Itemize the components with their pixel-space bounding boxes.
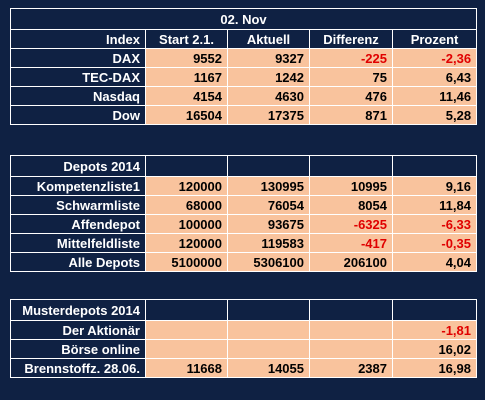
depot-cell-start: 100000 (145, 214, 228, 234)
depots-table-body: Kompetenzliste1 120000 130995 10995 9,16 Schw… (10, 176, 477, 272)
index-cell-prozent: 6,43 (391, 67, 478, 87)
musterdepot-row-name: Brennstoffz. 28.06. (10, 358, 146, 378)
depot-row-name: Schwarmliste (10, 195, 146, 215)
musterdepot-cell-differenz: 2387 (309, 358, 393, 378)
index-cell-differenz: 476 (309, 86, 393, 106)
header-differenz: Differenz (309, 29, 393, 49)
musterdepot-cell-prozent: -1,81 (392, 320, 477, 340)
blank-cell (227, 299, 310, 321)
depot-cell-aktuell: 93675 (227, 214, 310, 234)
musterdepots-table-title: Musterdepots 2014 (10, 299, 146, 321)
index-cell-start: 1167 (145, 67, 228, 87)
header-aktuell: Aktuell (227, 29, 310, 49)
depot-row: Kompetenzliste1 120000 130995 10995 9,16 (10, 176, 477, 196)
musterdepot-row-name: Börse online (10, 339, 146, 359)
blank-cell (392, 299, 477, 321)
blank-cell (309, 299, 393, 321)
musterdepot-cell-differenz (309, 320, 393, 340)
index-cell-aktuell: 1242 (227, 67, 310, 87)
depot-cell-aktuell: 5306100 (227, 252, 310, 272)
depot-row: Schwarmliste 68000 76054 8054 11,84 (10, 195, 477, 215)
index-table-title: 02. Nov (9, 8, 478, 30)
depot-cell-start: 68000 (145, 195, 228, 215)
blank-cell (227, 155, 310, 177)
depot-cell-start: 5100000 (145, 252, 228, 272)
musterdepot-row: Der Aktionär -1,81 (10, 320, 477, 340)
depot-row-name: Alle Depots (10, 252, 146, 272)
depot-row-name: Kompetenzliste1 (10, 176, 146, 196)
depots-table: Depots 2014 Kompetenzliste1 120000 130995 1… (10, 155, 477, 272)
musterdepot-cell-prozent: 16,02 (392, 339, 477, 359)
index-cell-differenz: -225 (309, 48, 393, 68)
musterdepot-row: Brennstoffz. 28.06. 11668 14055 2387 16,98 (10, 358, 477, 378)
blank-cell (145, 155, 228, 177)
index-row-name: DAX (10, 48, 146, 68)
header-start: Start 2.1. (145, 29, 228, 49)
musterdepot-row: Börse online 16,02 (10, 339, 477, 359)
depot-cell-differenz: -6325 (309, 214, 393, 234)
depot-cell-prozent: -0,35 (392, 233, 477, 253)
depot-row-name: Affendepot (10, 214, 146, 234)
depot-cell-aktuell: 119583 (227, 233, 310, 253)
header-prozent: Prozent (391, 29, 478, 49)
header-index: Index (10, 29, 146, 49)
depot-row: Affendepot 100000 93675 -6325 -6,33 (10, 214, 477, 234)
index-row: Dow 16504 17375 871 5,28 (10, 105, 478, 125)
index-cell-start: 16504 (145, 105, 228, 125)
index-cell-aktuell: 17375 (227, 105, 310, 125)
depot-row: Alle Depots 5100000 5306100 206100 4,04 (10, 252, 477, 272)
depot-cell-prozent: 4,04 (392, 252, 477, 272)
index-cell-prozent: -2,36 (391, 48, 478, 68)
index-table-body: DAX 9552 9327 -225 -2,36 TEC-DAX 1167 1242 75 6,4… (10, 48, 478, 125)
index-row-name: Nasdaq (10, 86, 146, 106)
blank-cell (392, 155, 477, 177)
depot-row: Mittelfeldliste 120000 119583 -417 -0,35 (10, 233, 477, 253)
index-table: 02. Nov Index Start 2.1. Aktuell Differe… (9, 8, 478, 125)
depot-cell-differenz: 8054 (309, 195, 393, 215)
index-row-name: TEC-DAX (10, 67, 146, 87)
musterdepot-cell-aktuell (227, 339, 310, 359)
blank-cell (309, 155, 393, 177)
index-cell-start: 9552 (145, 48, 228, 68)
depot-cell-start: 120000 (145, 233, 228, 253)
index-cell-start: 4154 (145, 86, 228, 106)
blank-cell (145, 299, 228, 321)
musterdepots-table-body: Der Aktionär -1,81 Börse online 16,02 Brenns… (10, 320, 477, 378)
depots-table-title: Depots 2014 (10, 155, 146, 177)
musterdepot-cell-start (145, 320, 228, 340)
index-cell-differenz: 75 (309, 67, 393, 87)
depot-cell-start: 120000 (145, 176, 228, 196)
musterdepot-cell-aktuell: 14055 (227, 358, 310, 378)
depot-cell-aktuell: 76054 (227, 195, 310, 215)
musterdepot-cell-aktuell (227, 320, 310, 340)
depot-cell-differenz: -417 (309, 233, 393, 253)
depot-cell-differenz: 10995 (309, 176, 393, 196)
depot-cell-prozent: 9,16 (392, 176, 477, 196)
index-row: TEC-DAX 1167 1242 75 6,43 (10, 67, 478, 87)
index-row: Nasdaq 4154 4630 476 11,46 (10, 86, 478, 106)
index-cell-aktuell: 4630 (227, 86, 310, 106)
musterdepot-cell-differenz (309, 339, 393, 359)
musterdepot-cell-prozent: 16,98 (392, 358, 477, 378)
depot-cell-aktuell: 130995 (227, 176, 310, 196)
index-row-name: Dow (10, 105, 146, 125)
depot-cell-prozent: -6,33 (392, 214, 477, 234)
musterdepots-table: Musterdepots 2014 Der Aktionär -1,81 Börse… (10, 299, 477, 378)
index-cell-differenz: 871 (309, 105, 393, 125)
musterdepot-cell-start (145, 339, 228, 359)
depot-row-name: Mittelfeldliste (10, 233, 146, 253)
musterdepot-cell-start: 11668 (145, 358, 228, 378)
depot-cell-differenz: 206100 (309, 252, 393, 272)
index-cell-aktuell: 9327 (227, 48, 310, 68)
depot-cell-prozent: 11,84 (392, 195, 477, 215)
index-row: DAX 9552 9327 -225 -2,36 (10, 48, 478, 68)
musterdepot-row-name: Der Aktionär (10, 320, 146, 340)
index-cell-prozent: 11,46 (391, 86, 478, 106)
index-cell-prozent: 5,28 (391, 105, 478, 125)
